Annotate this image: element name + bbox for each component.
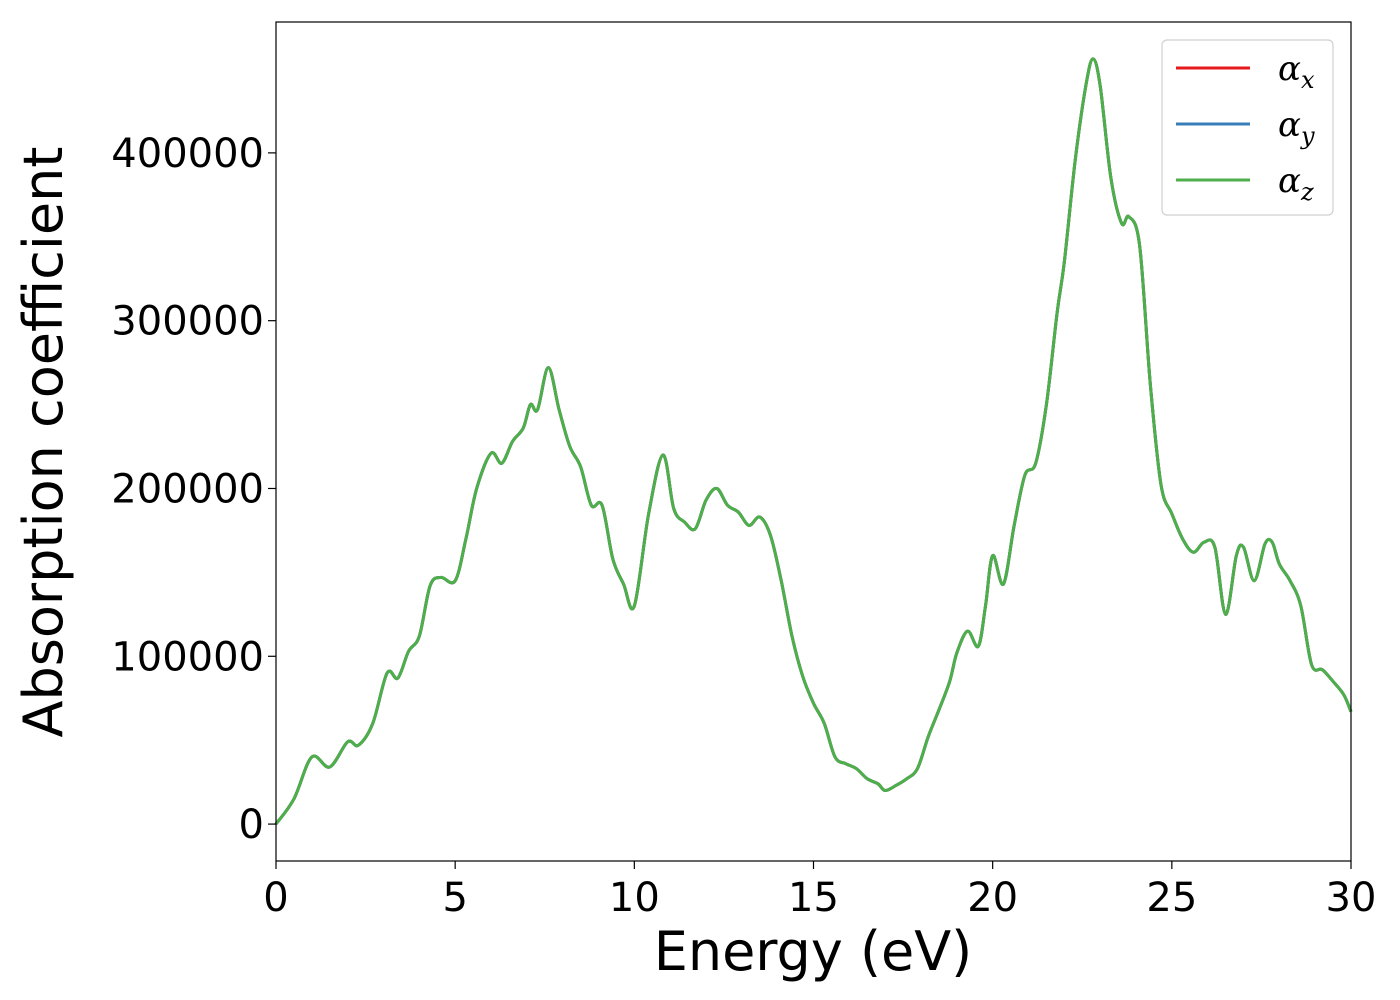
x-tick-label: 25 xyxy=(1146,875,1197,921)
x-tick-label: 10 xyxy=(609,875,660,921)
series-layer xyxy=(274,57,1353,825)
x-axis-label: Energy (eV) xyxy=(654,920,973,983)
y-tick-label: 400000 xyxy=(111,131,264,177)
x-tick-label: 0 xyxy=(263,875,288,921)
legend-label-z: αz xyxy=(1278,161,1314,206)
y-axis-ticks: 0 100000 200000 300000 400000 xyxy=(111,131,276,848)
legend-label-y: αy xyxy=(1278,105,1315,150)
y-tick-label: 300000 xyxy=(111,299,264,345)
y-tick-label: 0 xyxy=(239,802,264,848)
series-line-z xyxy=(274,57,1353,825)
legend: αx αy αz xyxy=(1161,39,1334,216)
x-tick-label: 15 xyxy=(788,875,839,921)
legend-box xyxy=(1161,39,1334,216)
x-axis-ticks: 0 5 10 15 20 25 30 xyxy=(263,861,1376,921)
y-tick-label: 100000 xyxy=(111,634,264,680)
legend-label-x: αx xyxy=(1278,49,1315,94)
x-tick-label: 20 xyxy=(967,875,1018,921)
y-axis-label: Absorption coefficient xyxy=(12,147,75,738)
y-tick-label: 200000 xyxy=(111,466,264,512)
x-tick-label: 5 xyxy=(442,875,467,921)
x-tick-label: 30 xyxy=(1326,875,1377,921)
